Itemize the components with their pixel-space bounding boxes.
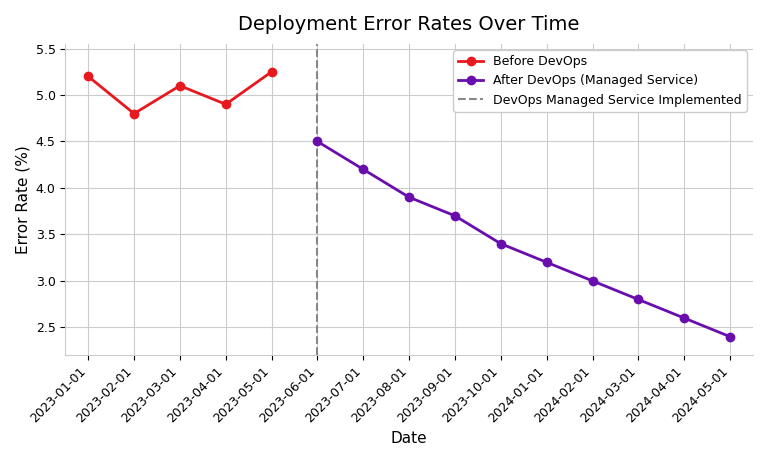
After DevOps (Managed Service) xyxy=(359,166,368,172)
Line: After DevOps (Managed Service): After DevOps (Managed Service) xyxy=(313,137,734,341)
Before DevOps xyxy=(175,83,184,89)
Before DevOps xyxy=(267,69,276,75)
After DevOps (Managed Service) xyxy=(726,334,735,339)
After DevOps (Managed Service) xyxy=(542,260,551,265)
Line: Before DevOps: Before DevOps xyxy=(84,68,276,118)
Legend: Before DevOps, After DevOps (Managed Service), DevOps Managed Service Implemente: Before DevOps, After DevOps (Managed Ser… xyxy=(453,50,746,112)
Y-axis label: Error Rate (%): Error Rate (%) xyxy=(15,145,30,254)
Before DevOps xyxy=(130,111,139,116)
After DevOps (Managed Service) xyxy=(634,297,643,302)
After DevOps (Managed Service) xyxy=(680,315,689,321)
After DevOps (Managed Service) xyxy=(405,195,414,200)
After DevOps (Managed Service) xyxy=(588,278,598,284)
Before DevOps xyxy=(84,74,93,79)
After DevOps (Managed Service) xyxy=(313,139,322,144)
After DevOps (Managed Service) xyxy=(450,213,459,219)
Before DevOps xyxy=(221,101,230,107)
X-axis label: Date: Date xyxy=(391,431,428,446)
Title: Deployment Error Rates Over Time: Deployment Error Rates Over Time xyxy=(238,15,580,34)
After DevOps (Managed Service) xyxy=(496,241,505,247)
